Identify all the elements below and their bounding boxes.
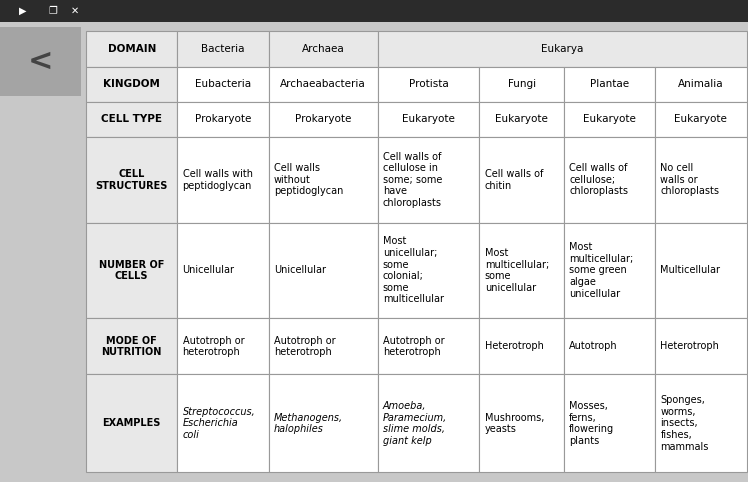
Text: Cell walls of
chitin: Cell walls of chitin (485, 169, 543, 191)
Bar (564, 67, 655, 102)
Text: Sponges,
worms,
insects,
fishes,
mammals: Sponges, worms, insects, fishes, mammals (660, 395, 709, 452)
Bar (269, 137, 378, 223)
Text: MODE OF
NUTRITION: MODE OF NUTRITION (102, 335, 162, 357)
Text: Cell walls
without
peptidoglycan: Cell walls without peptidoglycan (274, 163, 343, 197)
Text: CELL TYPE: CELL TYPE (101, 114, 162, 124)
Bar (655, 137, 747, 223)
Bar (86, 102, 177, 137)
Text: Animalia: Animalia (678, 79, 723, 89)
Bar (479, 67, 564, 102)
Text: No cell
walls or
chloroplasts: No cell walls or chloroplasts (660, 163, 720, 197)
Text: ▶: ▶ (19, 6, 26, 16)
Text: Prokaryote: Prokaryote (295, 114, 352, 124)
Text: KINGDOM: KINGDOM (103, 79, 160, 89)
Bar (378, 318, 479, 375)
Text: Eukaryote: Eukaryote (495, 114, 548, 124)
Bar (86, 137, 177, 223)
Text: Most
unicellular;
some
colonial;
some
multicellular: Most unicellular; some colonial; some mu… (383, 237, 444, 305)
Text: DOMAIN: DOMAIN (108, 44, 156, 54)
Text: Fungi: Fungi (508, 79, 536, 89)
Bar (564, 318, 655, 375)
Bar (86, 375, 177, 472)
Bar (655, 67, 747, 102)
Bar (269, 67, 378, 102)
Text: Eukaryote: Eukaryote (402, 114, 455, 124)
Bar (378, 137, 479, 223)
Bar (86, 67, 177, 102)
Bar (564, 102, 655, 137)
Bar (86, 318, 177, 375)
Bar (0, 27, 81, 96)
Bar (655, 223, 747, 318)
Text: Autotroph or
heterotroph: Autotroph or heterotroph (183, 335, 245, 357)
Text: Most
multicellular;
some green
algae
unicellular: Most multicellular; some green algae uni… (569, 242, 634, 299)
Bar (564, 375, 655, 472)
Bar (378, 375, 479, 472)
Text: Cell walls of
cellulose;
chloroplasts: Cell walls of cellulose; chloroplasts (569, 163, 628, 197)
Bar (177, 137, 269, 223)
Bar (269, 375, 378, 472)
Bar (655, 375, 747, 472)
Bar (269, 31, 378, 67)
Text: Archaeabacteria: Archaeabacteria (280, 79, 366, 89)
Text: <: < (28, 47, 53, 76)
Bar (479, 318, 564, 375)
Text: Eukaryote: Eukaryote (675, 114, 727, 124)
Text: Bacteria: Bacteria (201, 44, 245, 54)
Text: Most
multicellular;
some
unicellular: Most multicellular; some unicellular (485, 248, 549, 293)
Text: Protista: Protista (408, 79, 449, 89)
Bar (479, 375, 564, 472)
Bar (177, 375, 269, 472)
Text: CELL
STRUCTURES: CELL STRUCTURES (96, 169, 168, 191)
Text: Mosses,
ferns,
flowering
plants: Mosses, ferns, flowering plants (569, 401, 614, 446)
Bar (479, 223, 564, 318)
Bar (86, 31, 177, 67)
Bar (378, 67, 479, 102)
Bar (655, 318, 747, 375)
Bar (378, 102, 479, 137)
Text: Heterotroph: Heterotroph (485, 341, 544, 351)
Bar (177, 223, 269, 318)
Bar (177, 67, 269, 102)
Text: Streptococcus,
Escherichia
coli: Streptococcus, Escherichia coli (183, 407, 255, 440)
Bar (378, 223, 479, 318)
Text: Plantae: Plantae (590, 79, 629, 89)
Text: Prokaryote: Prokaryote (194, 114, 251, 124)
Bar (177, 318, 269, 375)
Bar (655, 102, 747, 137)
Text: Mushrooms,
yeasts: Mushrooms, yeasts (485, 413, 544, 434)
Bar (269, 223, 378, 318)
Text: Autotroph or
heterotroph: Autotroph or heterotroph (383, 335, 444, 357)
Bar (177, 102, 269, 137)
Bar (269, 318, 378, 375)
Text: EXAMPLES: EXAMPLES (102, 418, 161, 428)
Text: Methanogens,
halophiles: Methanogens, halophiles (274, 413, 343, 434)
Text: NUMBER OF
CELLS: NUMBER OF CELLS (99, 260, 165, 281)
Text: Cell walls of
cellulose in
some; some
have
chloroplasts: Cell walls of cellulose in some; some ha… (383, 152, 442, 208)
Text: Cell walls with
peptidoglycan: Cell walls with peptidoglycan (183, 169, 253, 191)
Text: Eukarya: Eukarya (541, 44, 583, 54)
Bar (0, 0, 748, 22)
Bar (479, 137, 564, 223)
Bar (177, 31, 269, 67)
Text: Eukaryote: Eukaryote (583, 114, 636, 124)
Text: ✕: ✕ (71, 6, 79, 16)
Text: Eubacteria: Eubacteria (195, 79, 251, 89)
Bar (564, 137, 655, 223)
Bar (564, 223, 655, 318)
Text: Heterotroph: Heterotroph (660, 341, 720, 351)
Bar (479, 102, 564, 137)
Text: Autotroph or
heterotroph: Autotroph or heterotroph (274, 335, 336, 357)
Text: ❐: ❐ (49, 6, 58, 16)
Bar (86, 223, 177, 318)
Text: Amoeba,
Paramecium,
slime molds,
giant kelp: Amoeba, Paramecium, slime molds, giant k… (383, 401, 447, 446)
Text: Autotroph: Autotroph (569, 341, 618, 351)
Bar (378, 31, 747, 67)
Text: Multicellular: Multicellular (660, 266, 720, 275)
Text: Archaea: Archaea (301, 44, 345, 54)
Text: Unicellular: Unicellular (183, 266, 235, 275)
Bar (269, 102, 378, 137)
Text: Unicellular: Unicellular (274, 266, 326, 275)
